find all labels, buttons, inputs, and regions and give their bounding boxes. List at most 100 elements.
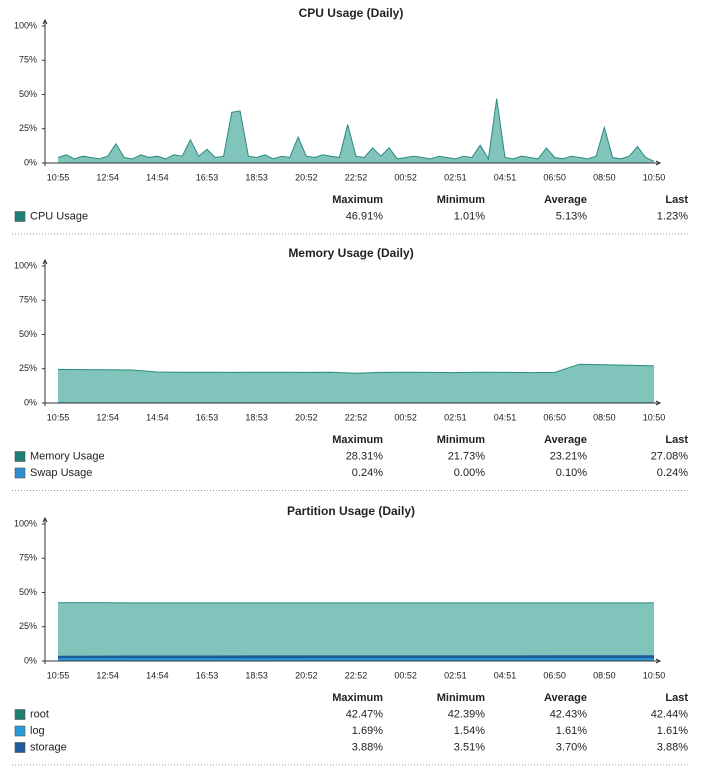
x-tick-label: 20:52 — [295, 670, 318, 680]
x-tick-label: 22:52 — [345, 670, 368, 680]
legend-swatch — [14, 211, 26, 222]
y-tick-label: 100% — [14, 20, 37, 30]
stat-value: 1.54% — [454, 725, 485, 737]
x-tick-label: 08:50 — [593, 670, 616, 680]
stat-header: Last — [665, 692, 688, 704]
x-tick-label: 14:54 — [146, 670, 169, 680]
stat-header: Average — [544, 692, 587, 704]
legend-swatch — [14, 451, 26, 462]
x-tick-label: 22:52 — [345, 412, 368, 422]
x-tick-label: 14:54 — [146, 172, 169, 182]
y-tick-label: 0% — [24, 655, 37, 665]
y-tick-label: 25% — [19, 621, 37, 631]
legend-swatch — [14, 742, 26, 753]
stat-value: 42.47% — [346, 708, 384, 720]
x-tick-label: 18:53 — [245, 412, 268, 422]
legend-label: root — [30, 708, 49, 720]
stat-value: 21.73% — [448, 450, 486, 462]
x-tick-label: 02:51 — [444, 670, 467, 680]
x-tick-label: 10:50 — [643, 670, 666, 680]
x-tick-label: 00:52 — [394, 412, 417, 422]
stat-value: 27.08% — [651, 450, 689, 462]
x-tick-label: 12:54 — [96, 172, 119, 182]
stat-value: 23.21% — [550, 450, 588, 462]
x-axis — [45, 160, 662, 166]
x-tick-label: 02:51 — [444, 412, 467, 422]
stat-value: 1.01% — [454, 210, 485, 222]
x-tick-label: 16:53 — [196, 412, 219, 422]
stat-value: 42.44% — [651, 708, 689, 720]
stat-value: 0.24% — [352, 467, 383, 479]
x-tick-label: 06:50 — [543, 172, 566, 182]
y-tick-label: 0% — [24, 157, 37, 167]
legend-label: Swap Usage — [30, 467, 92, 479]
x-tick-label: 00:52 — [394, 670, 417, 680]
area-fill — [58, 602, 654, 661]
area-fill — [58, 98, 654, 163]
area-fill — [58, 364, 654, 403]
y-tick-label: 25% — [19, 363, 37, 373]
stat-value: 0.10% — [556, 467, 587, 479]
legend-swatch — [14, 709, 26, 720]
y-axis — [42, 516, 48, 664]
x-tick-label: 04:51 — [494, 670, 517, 680]
x-tick-label: 12:54 — [96, 412, 119, 422]
stat-header: Minimum — [437, 434, 485, 446]
stat-value: 3.51% — [454, 741, 485, 753]
x-tick-label: 18:53 — [245, 670, 268, 680]
stat-value: 42.39% — [448, 708, 486, 720]
stat-header: Minimum — [437, 692, 485, 704]
x-tick-label: 08:50 — [593, 172, 616, 182]
stat-value: 3.88% — [657, 741, 688, 753]
legend-swatch — [14, 467, 26, 479]
chart-title: Partition Usage (Daily) — [287, 504, 415, 518]
x-tick-label: 10:55 — [47, 670, 70, 680]
y-tick-label: 75% — [19, 55, 37, 65]
area-line — [57, 655, 654, 657]
x-tick-label: 20:52 — [295, 172, 318, 182]
stat-value: 5.13% — [556, 210, 587, 222]
stat-header: Last — [665, 434, 688, 446]
y-tick-label: 75% — [19, 553, 37, 563]
legend-label: log — [30, 725, 45, 737]
x-tick-label: 06:50 — [543, 670, 566, 680]
stat-header: Last — [665, 194, 688, 206]
x-tick-label: 04:51 — [494, 412, 517, 422]
y-tick-label: 50% — [19, 89, 37, 99]
legend-label: storage — [30, 741, 67, 753]
stat-value: 28.31% — [346, 450, 384, 462]
x-tick-label: 00:52 — [394, 172, 417, 182]
stat-value: 3.70% — [556, 741, 587, 753]
y-axis — [42, 18, 48, 166]
x-axis — [45, 400, 662, 406]
x-tick-label: 02:51 — [444, 172, 467, 182]
x-tick-label: 10:55 — [47, 172, 70, 182]
x-tick-label: 08:50 — [593, 412, 616, 422]
stat-value: 1.61% — [556, 725, 587, 737]
chart-title: Memory Usage (Daily) — [288, 246, 413, 260]
x-tick-label: 14:54 — [146, 412, 169, 422]
stat-header: Maximum — [332, 434, 383, 446]
chart-title: CPU Usage (Daily) — [299, 6, 404, 20]
y-axis — [42, 258, 48, 406]
legend-label: CPU Usage — [30, 210, 88, 222]
stat-value: 0.00% — [454, 467, 485, 479]
x-tick-label: 06:50 — [543, 412, 566, 422]
y-tick-label: 100% — [14, 260, 37, 270]
legend-label: Memory Usage — [30, 450, 105, 462]
stat-header: Maximum — [332, 692, 383, 704]
stat-value: 1.23% — [657, 210, 688, 222]
stat-header: Maximum — [332, 194, 383, 206]
stat-value: 42.43% — [550, 708, 588, 720]
area-line — [57, 363, 655, 374]
x-tick-label: 16:53 — [196, 172, 219, 182]
y-tick-label: 75% — [19, 295, 37, 305]
stat-value: 1.69% — [352, 725, 383, 737]
area-line — [57, 98, 655, 162]
x-tick-label: 10:55 — [47, 412, 70, 422]
x-tick-label: 22:52 — [345, 172, 368, 182]
stat-value: 0.24% — [657, 467, 688, 479]
legend-swatch — [14, 725, 26, 737]
x-tick-label: 10:50 — [643, 172, 666, 182]
